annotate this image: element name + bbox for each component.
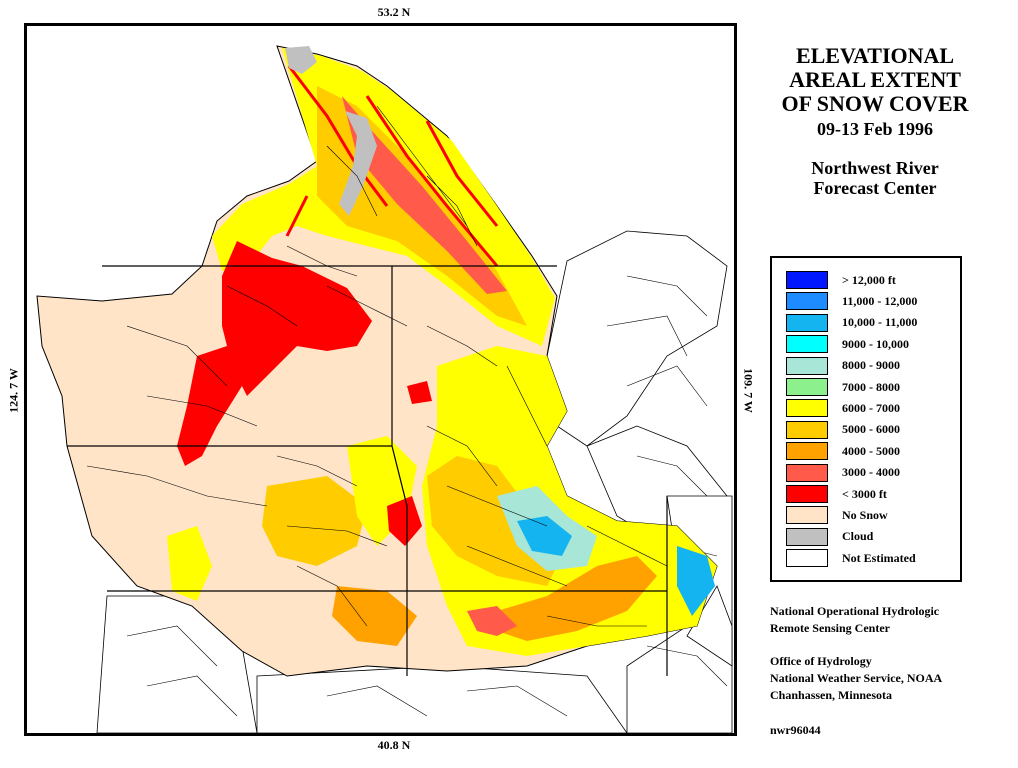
legend-item: 3000 - 4000 bbox=[786, 463, 900, 483]
legend-item: > 12,000 ft bbox=[786, 270, 896, 290]
legend-swatch bbox=[786, 485, 828, 503]
legend-label: 7000 - 8000 bbox=[842, 379, 900, 394]
snow-zone-5000-6000-oregon bbox=[262, 476, 367, 566]
legend: > 12,000 ft 11,000 - 12,000 10,000 - 11,00… bbox=[770, 256, 962, 582]
legend-swatch bbox=[786, 378, 828, 396]
snow-zone-below-3000-north bbox=[222, 241, 372, 396]
legend-swatch bbox=[786, 420, 828, 439]
credit-nohrsc: National Operational Hydrologic Remote S… bbox=[770, 603, 939, 637]
legend-item: Not Estimated bbox=[786, 548, 916, 568]
legend-swatch bbox=[786, 292, 828, 311]
legend-label: Not Estimated bbox=[842, 550, 916, 565]
legend-label: 8000 - 9000 bbox=[842, 358, 900, 373]
legend-label: 6000 - 7000 bbox=[842, 400, 900, 415]
snow-zone-below-3000-cascades bbox=[177, 346, 242, 466]
credit-oh-line-2: National Weather Service, NOAA bbox=[770, 671, 943, 685]
legend-item: 7000 - 8000 bbox=[786, 377, 900, 397]
legend-item: Cloud bbox=[786, 527, 873, 547]
map-title-line-2: AREAL EXTENT bbox=[789, 67, 961, 92]
legend-item: No Snow bbox=[786, 505, 888, 525]
legend-swatch bbox=[786, 313, 828, 332]
legend-item: 5000 - 6000 bbox=[786, 420, 900, 440]
legend-label: 10,000 - 11,000 bbox=[842, 315, 918, 330]
legend-item: 8000 - 9000 bbox=[786, 356, 900, 376]
snow-zone-6000-7000-cascade-south bbox=[167, 526, 212, 601]
legend-item: 10,000 - 11,000 bbox=[786, 313, 917, 333]
legend-item: < 3000 ft bbox=[786, 484, 887, 504]
product-id: nwr96044 bbox=[770, 723, 821, 737]
cloud-zone-lake bbox=[285, 46, 377, 216]
map-title-line-3: OF SNOW COVER bbox=[781, 91, 969, 116]
map-canvas bbox=[36, 45, 733, 733]
snow-cover-map bbox=[24, 23, 737, 736]
title-block: ELEVATIONAL AREAL EXTENT OF SNOW COVER 0… bbox=[752, 43, 998, 199]
legend-item: 6000 - 7000 bbox=[786, 398, 900, 418]
latitude-bottom-label: 40.8 N bbox=[377, 738, 411, 752]
legend-swatch bbox=[786, 442, 828, 461]
legend-label: 11,000 - 12,000 bbox=[842, 293, 918, 308]
map-date: 09-13 Feb 1996 bbox=[817, 119, 933, 139]
legend-label: No Snow bbox=[842, 507, 888, 522]
legend-label: < 3000 ft bbox=[842, 486, 887, 501]
snow-zone-4000-5000-snake bbox=[497, 556, 657, 641]
legend-label: 4000 - 5000 bbox=[842, 443, 900, 458]
legend-label: 3000 - 4000 bbox=[842, 465, 900, 480]
legend-swatch bbox=[786, 335, 828, 354]
boundary-lines bbox=[67, 105, 668, 676]
map-title-line-1: ELEVATIONAL bbox=[795, 43, 955, 68]
credit-oh-line-1: Office of Hydrology bbox=[770, 654, 872, 668]
legend-swatch bbox=[786, 506, 828, 525]
legend-label: Cloud bbox=[842, 529, 874, 544]
credit-nohrsc-line-1: National Operational Hydrologic bbox=[770, 604, 940, 618]
legend-label: > 12,000 ft bbox=[842, 272, 896, 287]
credit-nohrsc-line-2: Remote Sensing Center bbox=[770, 621, 890, 635]
legend-swatch bbox=[786, 399, 828, 418]
legend-swatch bbox=[786, 463, 828, 482]
legend-label: 5000 - 6000 bbox=[842, 422, 900, 437]
legend-swatch bbox=[786, 356, 828, 375]
snow-zone-3000-4000-snake bbox=[467, 606, 517, 636]
longitude-right-label: 109. 7 W bbox=[741, 368, 756, 413]
legend-swatch bbox=[786, 527, 828, 546]
snow-zone-below-3000-rivers bbox=[285, 65, 499, 267]
snow-zone-3000-4000-north bbox=[342, 96, 507, 294]
legend-label: 9000 - 10,000 bbox=[842, 336, 909, 351]
legend-item: 4000 - 5000 bbox=[786, 441, 900, 461]
forecast-center-line-2: Forecast Center bbox=[813, 178, 937, 198]
snow-zone-below-3000-central bbox=[387, 381, 432, 546]
snow-zone-4000-5000-oregon bbox=[332, 586, 417, 646]
legend-swatch bbox=[786, 271, 828, 289]
legend-swatch bbox=[786, 549, 828, 568]
not-estimated-basins bbox=[96, 230, 733, 733]
latitude-top-label: 53.2 N bbox=[377, 5, 411, 19]
legend-item: 11,000 - 12,000 bbox=[786, 291, 917, 311]
credit-oh-line-3: Chanhassen, Minnesota bbox=[770, 688, 893, 702]
legend-item: 9000 - 10,000 bbox=[786, 334, 909, 354]
credit-office-of-hydrology: Office of Hydrology National Weather Ser… bbox=[770, 653, 942, 704]
forecast-center-line-1: Northwest River bbox=[811, 158, 939, 178]
snow-zone-10000-11000-idaho bbox=[517, 516, 715, 616]
longitude-left-label: 124. 7 W bbox=[6, 368, 21, 413]
